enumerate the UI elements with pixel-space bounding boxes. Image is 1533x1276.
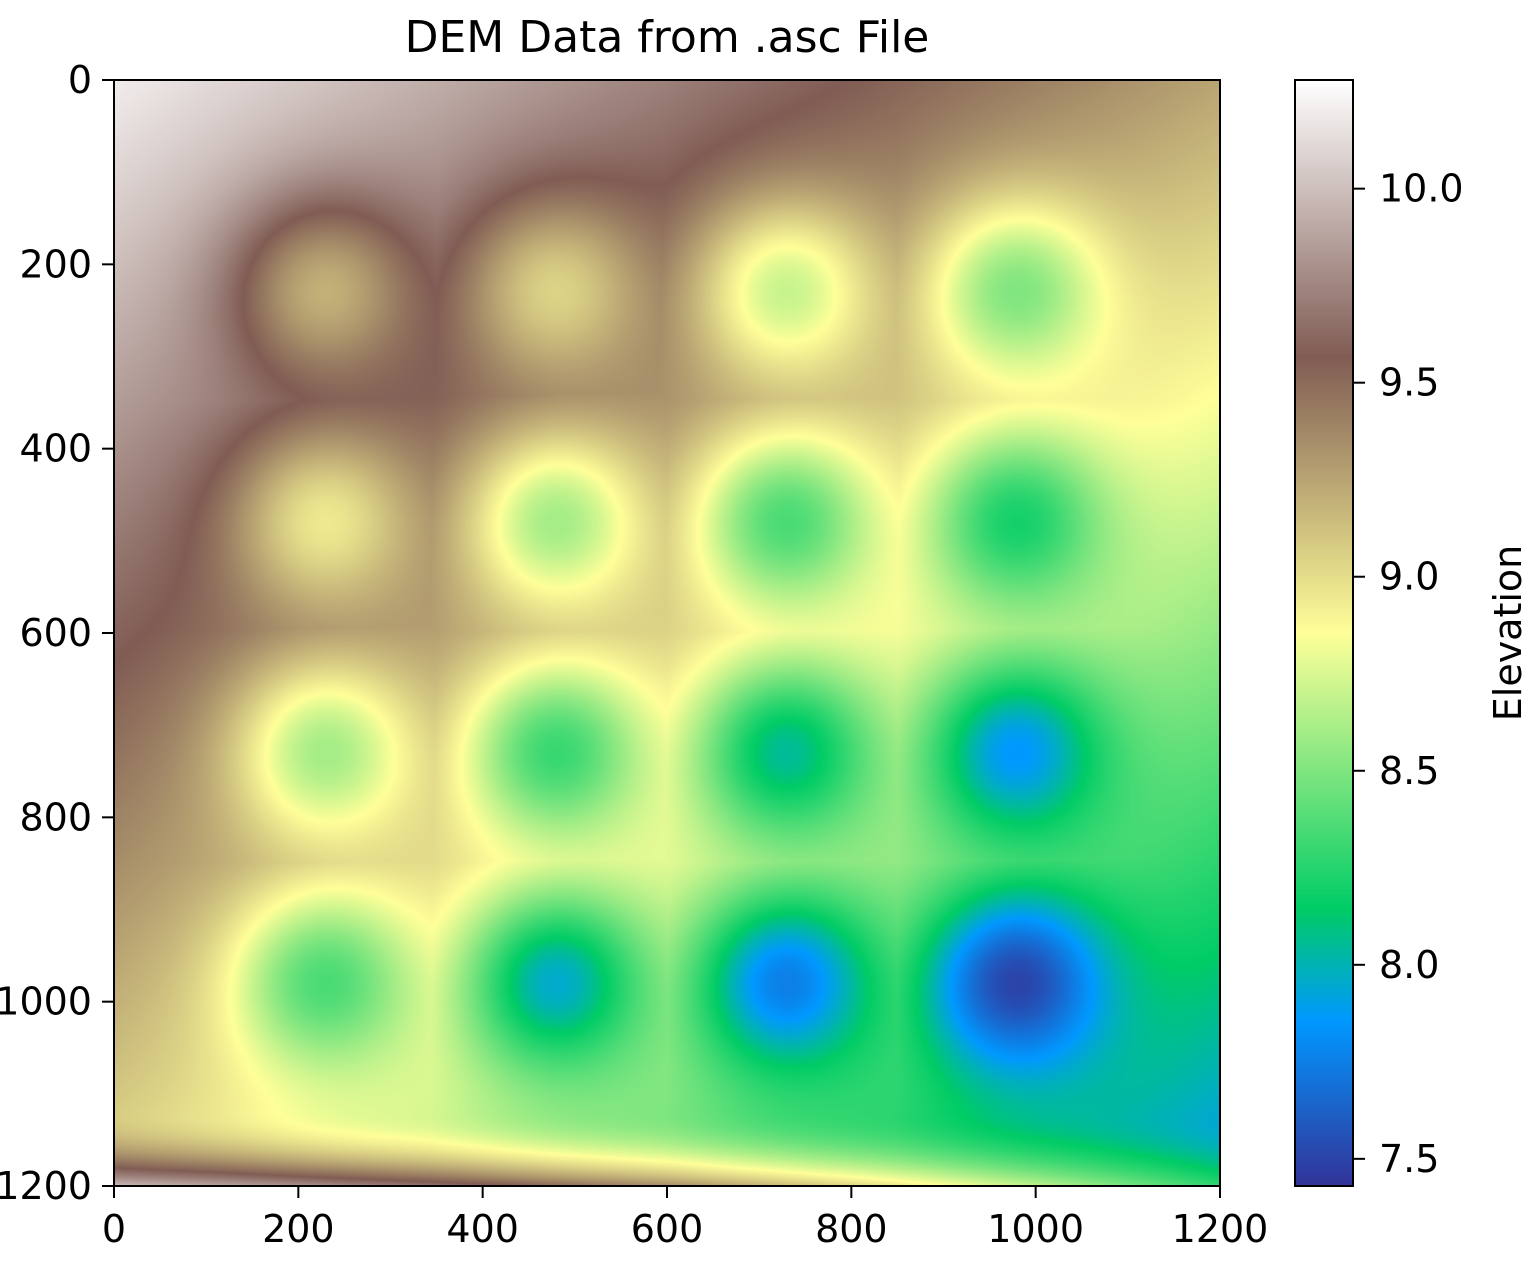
y-tick-label: 600 [19, 611, 92, 655]
x-tick-label: 1000 [987, 1207, 1084, 1251]
chart-title: DEM Data from .asc File [405, 12, 930, 63]
x-tick-label: 0 [102, 1207, 126, 1251]
colorbar-tick-label: 8.5 [1379, 749, 1439, 793]
y-tick-label: 400 [19, 427, 92, 471]
colorbar-axis: 7.5 8.0 8.5 9.0 9.5 10.0 [1353, 167, 1464, 1181]
colorbar-label: Elevation [1486, 545, 1530, 722]
colorbar-tick-label: 7.5 [1379, 1137, 1439, 1181]
colorbar-frame [1294, 79, 1354, 1187]
y-tick-label: 1000 [0, 980, 92, 1024]
plot-frame [113, 79, 1221, 1187]
colorbar-tick-label: 9.5 [1379, 361, 1439, 405]
x-axis: 0 200 400 600 800 1000 1200 [102, 1186, 1268, 1251]
y-tick-label: 200 [19, 242, 92, 286]
x-tick-label: 800 [815, 1207, 888, 1251]
y-axis: 0 200 400 600 800 1000 1200 [0, 58, 114, 1208]
y-tick-label: 1200 [0, 1164, 92, 1208]
colorbar-tick-label: 9.0 [1379, 555, 1439, 599]
heatmap-image [114, 80, 1220, 1186]
x-tick-label: 1200 [1172, 1207, 1269, 1251]
x-tick-label: 600 [631, 1207, 704, 1251]
colorbar-tick-label: 10.0 [1379, 167, 1464, 211]
x-tick-label: 200 [262, 1207, 335, 1251]
x-tick-label: 400 [446, 1207, 519, 1251]
y-tick-label: 0 [68, 58, 92, 102]
colorbar-gradient [1295, 80, 1353, 1186]
colorbar-tick-label: 8.0 [1379, 943, 1439, 987]
y-tick-label: 800 [19, 795, 92, 839]
